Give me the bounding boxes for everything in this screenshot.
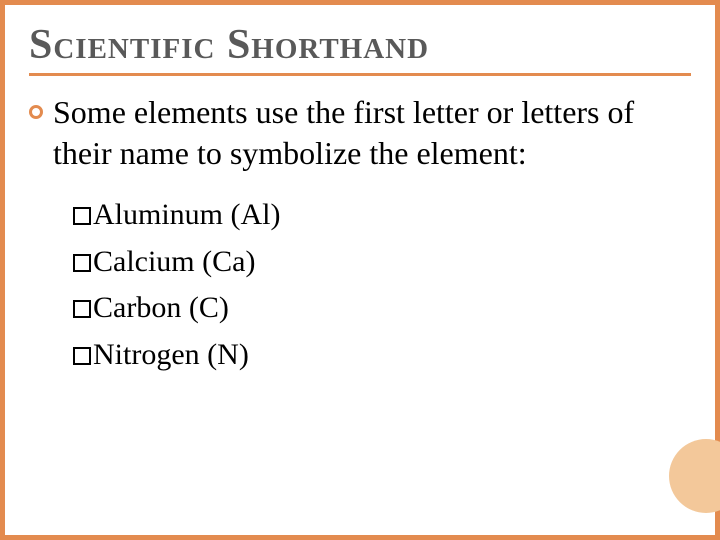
- slide-container: Scientific Shorthand Some elements use t…: [5, 5, 715, 535]
- list-item: Carbon (C): [73, 285, 691, 332]
- list-item: Nitrogen (N): [73, 332, 691, 379]
- list-item: Calcium (Ca): [73, 239, 691, 286]
- element-symbol: N: [217, 338, 239, 371]
- list-item: Aluminum (Al): [73, 192, 691, 239]
- ring-bullet-icon: [29, 105, 43, 119]
- element-name: Calcium: [93, 245, 195, 278]
- intro-block: Some elements use the first letter or le…: [29, 92, 691, 174]
- element-name: Carbon: [93, 291, 181, 324]
- element-symbol: Al: [241, 198, 271, 231]
- elements-list: Aluminum (Al) Calcium (Ca) Carbon (C) Ni…: [73, 192, 691, 378]
- slide-title: Scientific Shorthand: [29, 23, 691, 76]
- decor-circle-icon: [669, 439, 720, 513]
- element-symbol: C: [199, 291, 219, 324]
- element-symbol: Ca: [212, 245, 245, 278]
- square-bullet-icon: [73, 254, 91, 272]
- square-bullet-icon: [73, 207, 91, 225]
- square-bullet-icon: [73, 300, 91, 318]
- intro-text: Some elements use the first letter or le…: [53, 92, 691, 174]
- square-bullet-icon: [73, 347, 91, 365]
- element-name: Nitrogen: [93, 338, 200, 371]
- element-name: Aluminum: [93, 198, 223, 231]
